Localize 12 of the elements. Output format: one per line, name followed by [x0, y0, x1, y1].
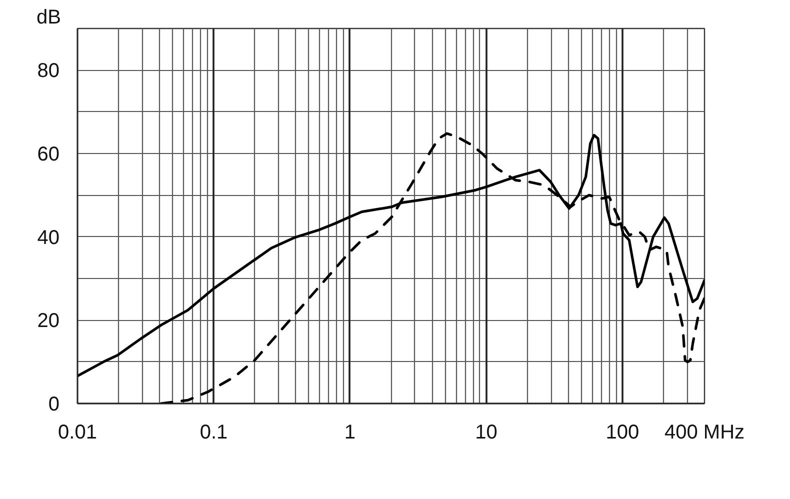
- y-tick-label: 20: [37, 310, 60, 332]
- x-tick-label: 1: [344, 422, 356, 444]
- x-tick-label: 10: [475, 422, 498, 444]
- y-tick-label: 80: [37, 60, 60, 82]
- x-tick-label: 0.01: [58, 422, 97, 444]
- x-tick-label: 100: [606, 422, 640, 444]
- x-tick-label: 400 MHz: [664, 422, 745, 444]
- y-tick-label: 0: [48, 394, 60, 416]
- y-tick-label: 60: [37, 144, 60, 166]
- y-tick-label: 40: [37, 226, 60, 249]
- y-axis-title: dB: [36, 6, 61, 28]
- x-tick-label: 0.1: [200, 422, 228, 444]
